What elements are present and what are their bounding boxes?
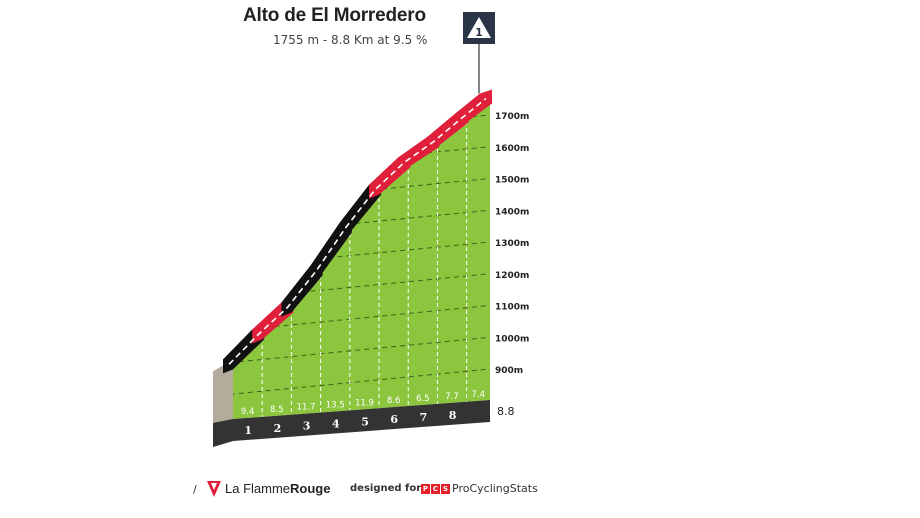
km-label: 7 xyxy=(420,411,428,424)
elevation-gridline xyxy=(233,336,490,366)
y-tick-label: 1400m xyxy=(495,207,529,217)
footer-mark: / xyxy=(193,483,197,496)
category-badge: 1 xyxy=(463,12,495,44)
pcs-badge-s: S xyxy=(441,484,450,494)
gradient-label: 11.7 xyxy=(297,403,316,413)
km-label: 4 xyxy=(332,417,340,430)
pcs-logo-icon: P C S xyxy=(421,484,450,494)
gradient-label: 9.4 xyxy=(241,407,255,417)
procyclingstats-label: ProCyclingStats xyxy=(452,482,538,495)
gradient-label: 11.9 xyxy=(355,398,374,408)
y-tick-label: 1300m xyxy=(495,239,529,249)
y-tick-label: 1500m xyxy=(495,176,529,186)
profile-base-strip xyxy=(213,400,490,447)
pcs-badge-c: C xyxy=(431,484,440,494)
profile-face xyxy=(233,97,490,419)
elevation-gridline xyxy=(233,368,490,398)
km-label: 6 xyxy=(390,413,398,426)
category-number: 1 xyxy=(475,26,483,39)
pcs-badge-p: P xyxy=(421,484,430,494)
km-label: 8 xyxy=(449,409,457,422)
gradient-label: 7.4 xyxy=(472,390,486,400)
km-label: 3 xyxy=(303,420,311,433)
road-segment xyxy=(456,89,492,127)
gradient-label: 8.5 xyxy=(270,405,284,415)
y-tick-label: 1000m xyxy=(495,334,529,344)
end-distance-label: 8.8 xyxy=(497,405,515,418)
y-tick-label: 1600m xyxy=(495,144,529,154)
climb-title: Alto de El Morredero xyxy=(243,5,426,26)
gradient-label: 13.5 xyxy=(326,400,345,410)
km-label: 5 xyxy=(361,415,369,428)
road-centerline xyxy=(228,97,487,365)
y-tick-label: 900m xyxy=(495,366,523,376)
category-triangle-icon: 1 xyxy=(467,17,491,39)
gradient-label: 7.7 xyxy=(445,392,459,402)
gradient-label: 8.6 xyxy=(387,396,401,406)
km-label: 1 xyxy=(244,424,252,437)
designed-for-label: designed for xyxy=(350,483,422,494)
km-label: 2 xyxy=(274,422,282,435)
gradient-label: 6.5 xyxy=(416,394,430,404)
y-tick-label: 1700m xyxy=(495,112,529,122)
climb-subtitle: 1755 m - 8.8 Km at 9.5 % xyxy=(273,33,428,47)
y-tick-label: 1100m xyxy=(495,303,529,313)
la-flamme-rouge-logo-icon xyxy=(207,481,221,497)
la-flamme-rouge-brand: La FlammeRouge xyxy=(225,481,331,496)
y-tick-label: 1200m xyxy=(495,271,529,281)
